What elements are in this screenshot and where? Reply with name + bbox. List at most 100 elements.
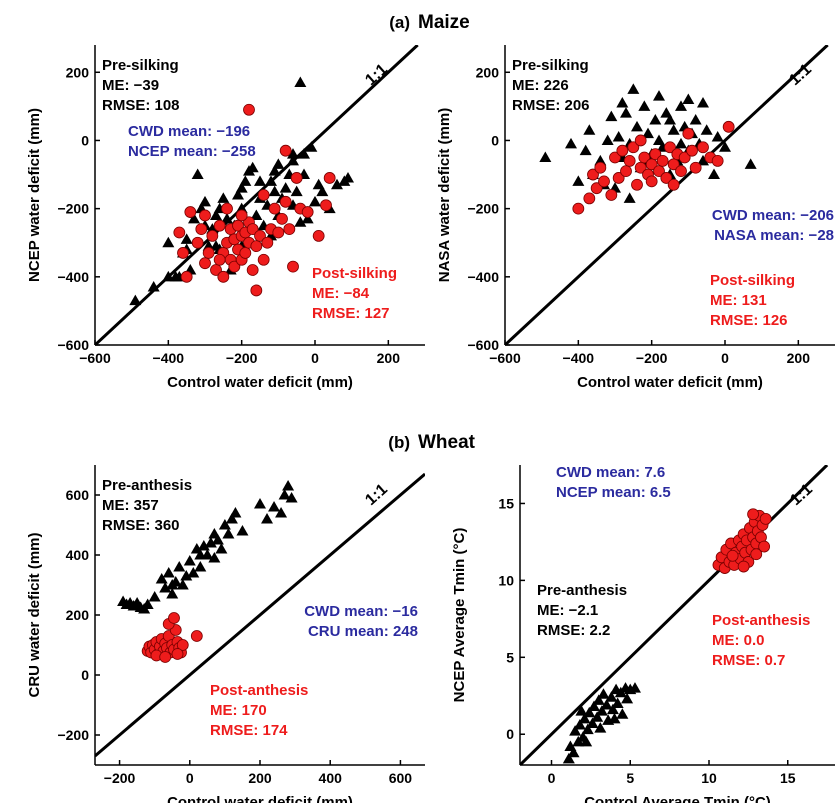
data-point-triangle [183,555,196,566]
pre-stats-text: Pre-anthesis [102,477,192,494]
data-point-circle [667,178,680,191]
post-stats-text: RMSE: 0.7 [712,652,785,669]
x-axis-label: Control Average Tmin (°C) [584,794,771,803]
pre-stats-text: RMSE: 2.2 [537,622,610,639]
data-point-circle [232,219,244,232]
panel-maize-ncep: 1:1 −600 −400 −200 0 200 −600 −400 −200 0 200 Contr… [26,45,425,391]
data-point-triangle [265,175,277,186]
data-point-circle [678,151,691,164]
x-tick-label: 0 [548,770,556,786]
y-tick-label: 400 [66,547,90,563]
x-tick-label: −600 [79,350,111,366]
mean-stats-text: CWD mean: −16 [304,603,418,620]
data-point-circle [750,548,763,561]
one-to-one-label: 1:1 [787,481,816,509]
data-point-triangle [173,561,186,572]
data-point-triangle [711,131,724,142]
data-point-circle [605,189,618,201]
one-to-one-line [95,472,425,758]
data-point-triangle [620,107,632,118]
data-point-triangle [601,134,614,145]
data-point-triangle [275,507,288,518]
data-point-triangle [682,93,695,105]
data-point-circle [206,230,219,242]
data-point-triangle [573,719,586,730]
data-point-triangle [605,110,618,122]
data-point-triangle [159,582,172,593]
data-point-triangle [285,492,298,503]
data-point-circle [213,253,226,266]
mean-stats-text: NASA mean: −28 [714,227,834,244]
data-point-circle [682,127,695,140]
x-axis-label: Control water deficit (mm) [167,374,353,391]
y-tick-label: −600 [57,337,89,353]
data-point-triangle [700,124,713,135]
data-point-circle [184,206,197,218]
post-stats-text: Post-silking [710,272,795,289]
data-point-triangle [579,144,592,156]
data-point-circle [612,172,625,184]
data-point-triangle [331,178,343,190]
data-point-triangle [591,711,604,722]
data-point-triangle [250,209,263,220]
data-point-triangle [272,158,285,169]
x-tick-label: 15 [780,770,796,786]
data-point-circle [583,192,596,205]
data-point-triangle [287,154,299,166]
data-point-triangle [653,90,665,101]
data-point-circle [272,226,285,239]
y-tick-label: −200 [467,201,499,217]
data-point-circle [686,144,698,157]
data-point-circle [217,270,230,283]
pre-stats-text: ME: −39 [102,77,159,94]
data-point-triangle [631,120,643,132]
x-tick-label: 5 [626,770,634,786]
data-point-circle [213,219,226,232]
panel-wheat-cru: 1:1 −200 0 200 400 600 −200 0 200 400 600 Control w… [26,465,425,803]
data-point-triangle [616,96,629,108]
panel-wheat-tmin: 1:1 0 5 10 15 0 5 10 15 Control Average Tmin (°C)… [451,464,835,803]
data-point-triangle [254,175,266,186]
data-point-circle [283,223,296,235]
x-tick-label: 200 [248,770,272,786]
data-point-triangle [290,185,303,197]
x-tick-label: 0 [311,350,319,366]
y-tick-label: 0 [81,132,89,148]
data-point-triangle [162,236,175,248]
data-point-circle [221,202,233,215]
x-tick-label: −600 [489,350,521,366]
pre-stats-text: RMSE: 108 [102,97,180,114]
data-point-circle [649,148,662,160]
data-point-triangle [312,178,325,190]
data-point-circle [620,165,632,178]
post-stats-text: ME: −84 [312,285,370,302]
data-point-triangle [211,534,224,545]
data-point-circle [609,151,621,164]
panel-maize-nasa: 1:1 −600 −400 −200 0 200 −600 −400 −200 0 200 Contr… [436,45,835,391]
post-stats-text: ME: 131 [710,292,767,309]
data-point-circle [250,240,263,253]
data-point-triangle [616,708,629,719]
data-point-circle [645,175,658,188]
data-point-triangle [147,281,160,292]
data-point-circle [638,151,651,164]
data-point-triangle [169,576,182,587]
data-point-triangle [638,100,651,111]
one-to-one-label: 1:1 [362,481,391,509]
data-point-triangle [744,158,757,169]
data-point-triangle [162,567,175,578]
data-point-circle [177,247,189,259]
data-point-triangle [572,175,585,186]
data-point-circle [279,195,292,208]
data-point-circle [261,236,274,249]
data-point-triangle [180,570,193,581]
data-point-triangle [298,148,310,159]
mean-stats-text: NCEP mean: −258 [128,143,256,160]
y-tick-label: 0 [506,726,514,742]
data-point-circle [202,247,215,259]
data-point-triangle [578,712,591,724]
data-point-triangle [235,182,248,193]
data-point-triangle [649,114,662,125]
x-tick-label: 400 [319,770,343,786]
data-point-triangle [697,96,709,108]
